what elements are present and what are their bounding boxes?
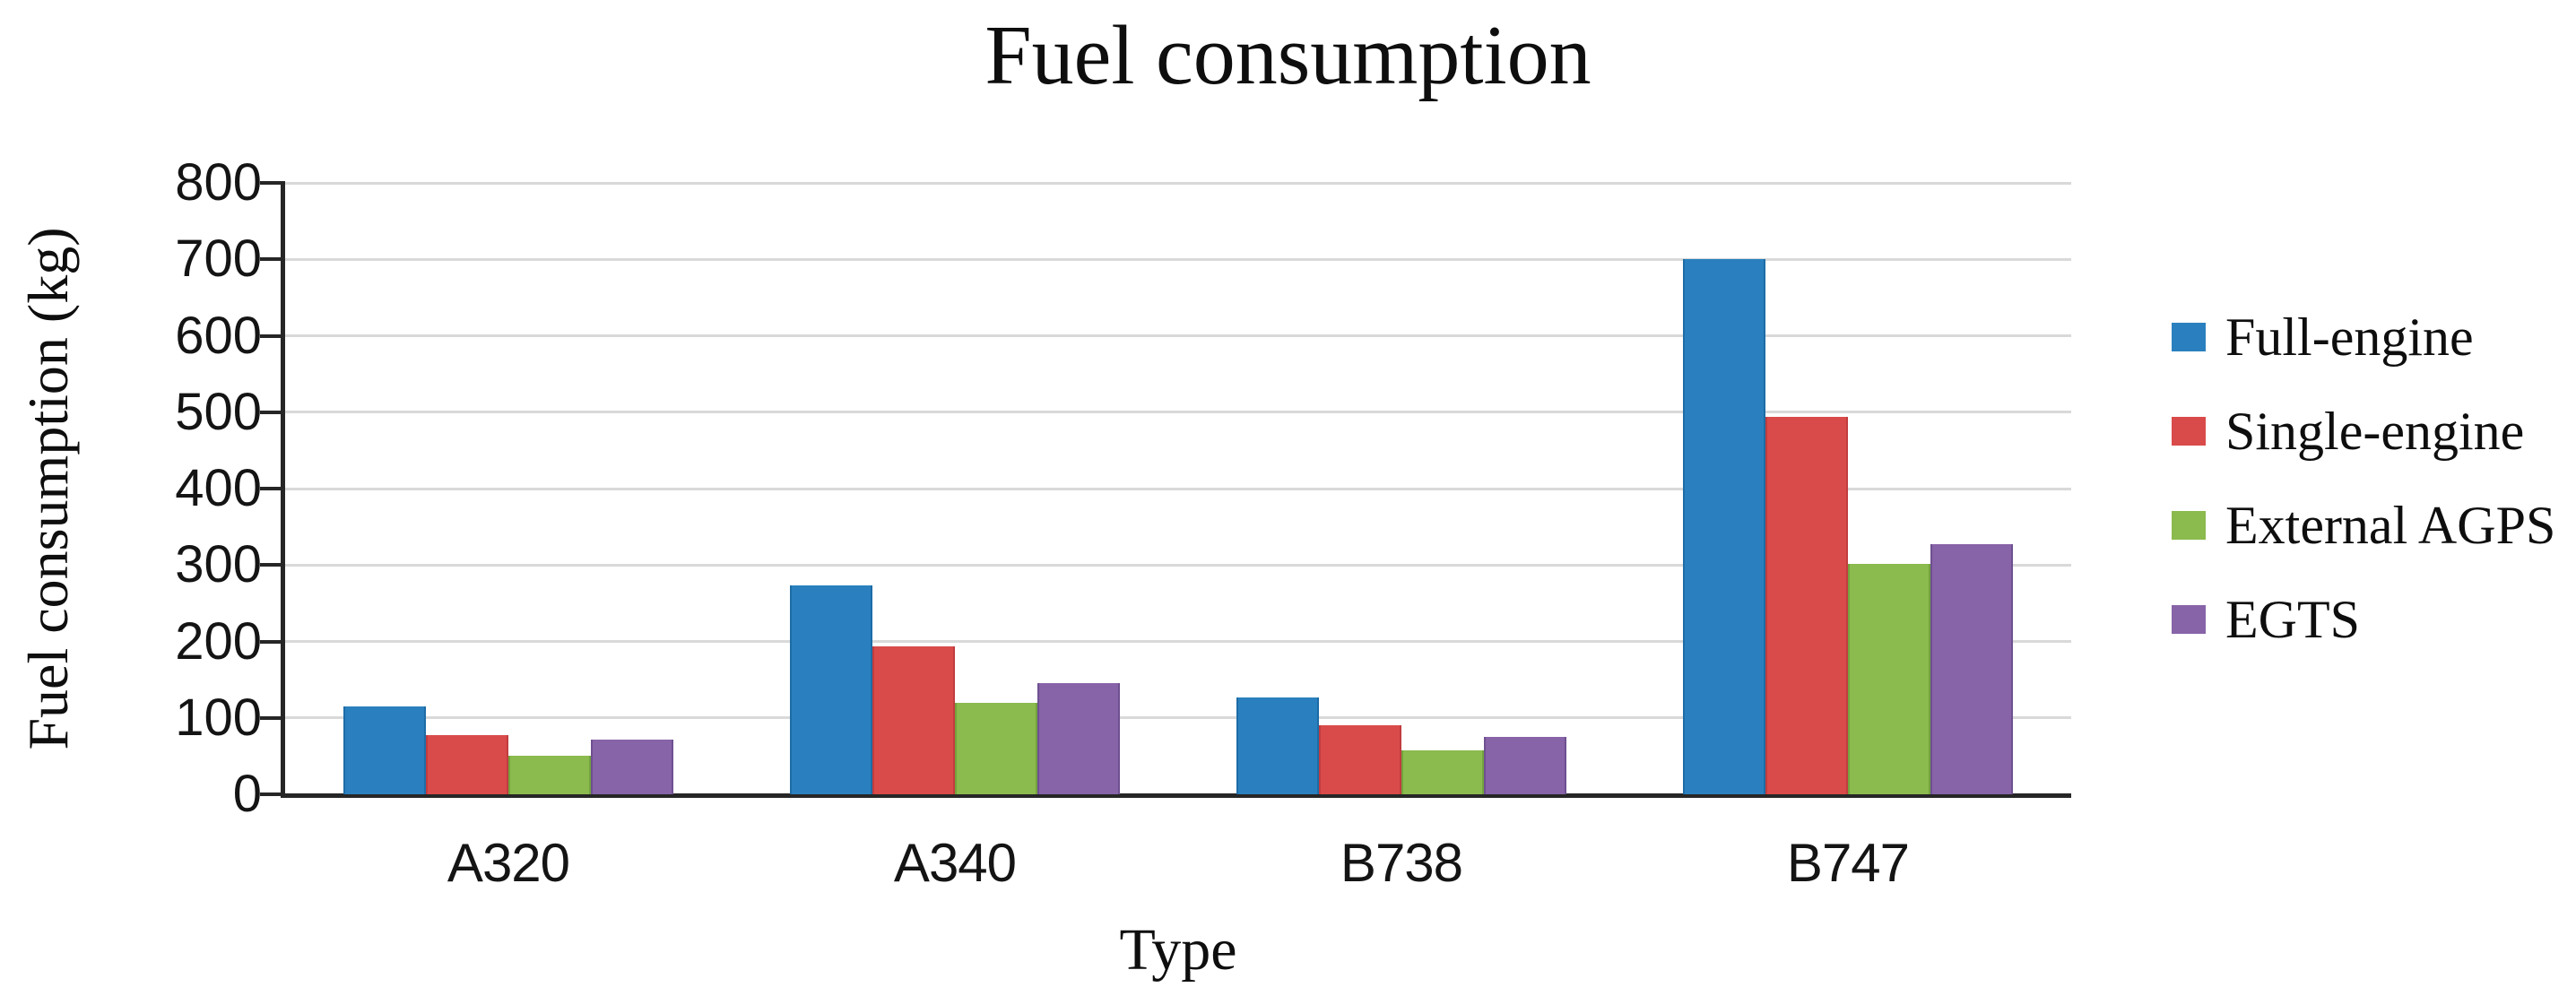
legend-swatch-icon [2172, 417, 2206, 446]
bar-A340-Single-engine [872, 646, 955, 794]
y-tick-label: 800 [175, 153, 262, 212]
x-axis-line [281, 793, 2071, 798]
bar-A320-EGTS [591, 739, 673, 794]
chart-title: Fuel consumption [984, 9, 1592, 102]
y-tick-label: 700 [175, 230, 262, 289]
bar-B738-External AGPS [1401, 750, 1484, 794]
x-axis-title: Type [1119, 917, 1237, 983]
legend-swatch-icon [2172, 605, 2206, 634]
y-axis-tick [260, 257, 281, 262]
category-label-A340: A340 [893, 833, 1017, 893]
category-label-B747: B747 [1786, 833, 1910, 893]
legend-item-Single-engine: Single-engine [2172, 399, 2555, 463]
bar-A320-Single-engine [426, 734, 508, 794]
gridline [285, 411, 2071, 414]
legend-item-Full-engine: Full-engine [2172, 305, 2555, 369]
y-tick-label: 400 [175, 459, 262, 517]
legend-swatch-icon [2172, 511, 2206, 540]
y-axis-tick [260, 181, 281, 185]
bar-A320-External AGPS [508, 756, 591, 794]
bar-B747-Full-engine [1683, 259, 1765, 794]
bar-B747-EGTS [1930, 544, 2013, 794]
y-axis-tick [260, 792, 281, 796]
legend-label: Single-engine [2225, 401, 2525, 461]
y-axis-tick [260, 333, 281, 338]
bar-B747-Single-engine [1765, 416, 1848, 794]
y-tick-label: 300 [175, 535, 262, 594]
gridline [285, 716, 2071, 720]
bar-A340-Full-engine [790, 585, 872, 794]
bar-A340-External AGPS [955, 702, 1037, 794]
legend-item-External AGPS: External AGPS [2172, 493, 2555, 558]
gridline [285, 257, 2071, 261]
category-label-A320: A320 [447, 833, 570, 893]
legend-swatch-icon [2172, 323, 2206, 351]
y-tick-label: 100 [175, 688, 262, 747]
y-tick-label: 0 [232, 765, 262, 823]
y-tick-label: 500 [175, 382, 262, 441]
legend-label: Full-engine [2225, 307, 2474, 367]
legend-item-EGTS: EGTS [2172, 587, 2555, 652]
legend: Full-engine Single-engine External AGPS EGT… [2172, 305, 2555, 681]
gridline [285, 563, 2071, 567]
bar-A320-Full-engine [343, 706, 426, 794]
category-label-B738: B738 [1340, 833, 1463, 893]
gridline [285, 181, 2071, 185]
plot-area [260, 181, 2071, 798]
y-tick-label: 200 [175, 611, 262, 671]
y-axis-line [281, 181, 285, 798]
y-axis-tick [260, 487, 281, 490]
bar-B747-External AGPS [1848, 563, 1930, 794]
gridline [285, 487, 2071, 490]
y-tick-label: 600 [175, 306, 262, 365]
gridline [285, 334, 2071, 337]
y-axis-tick [260, 715, 281, 720]
bar-A340-EGTS [1037, 682, 1120, 794]
y-axis-tick [260, 563, 281, 567]
y-axis-tick [260, 410, 281, 414]
legend-label: EGTS [2225, 589, 2360, 649]
y-axis-title: Fuel consumption (kg) [16, 227, 80, 750]
legend-label: External AGPS [2225, 495, 2556, 555]
gridline [285, 640, 2071, 643]
bar-B738-EGTS [1484, 737, 1566, 794]
bar-B738-Single-engine [1319, 725, 1401, 794]
bar-B738-Full-engine [1236, 697, 1319, 794]
y-axis-tick [260, 639, 281, 644]
